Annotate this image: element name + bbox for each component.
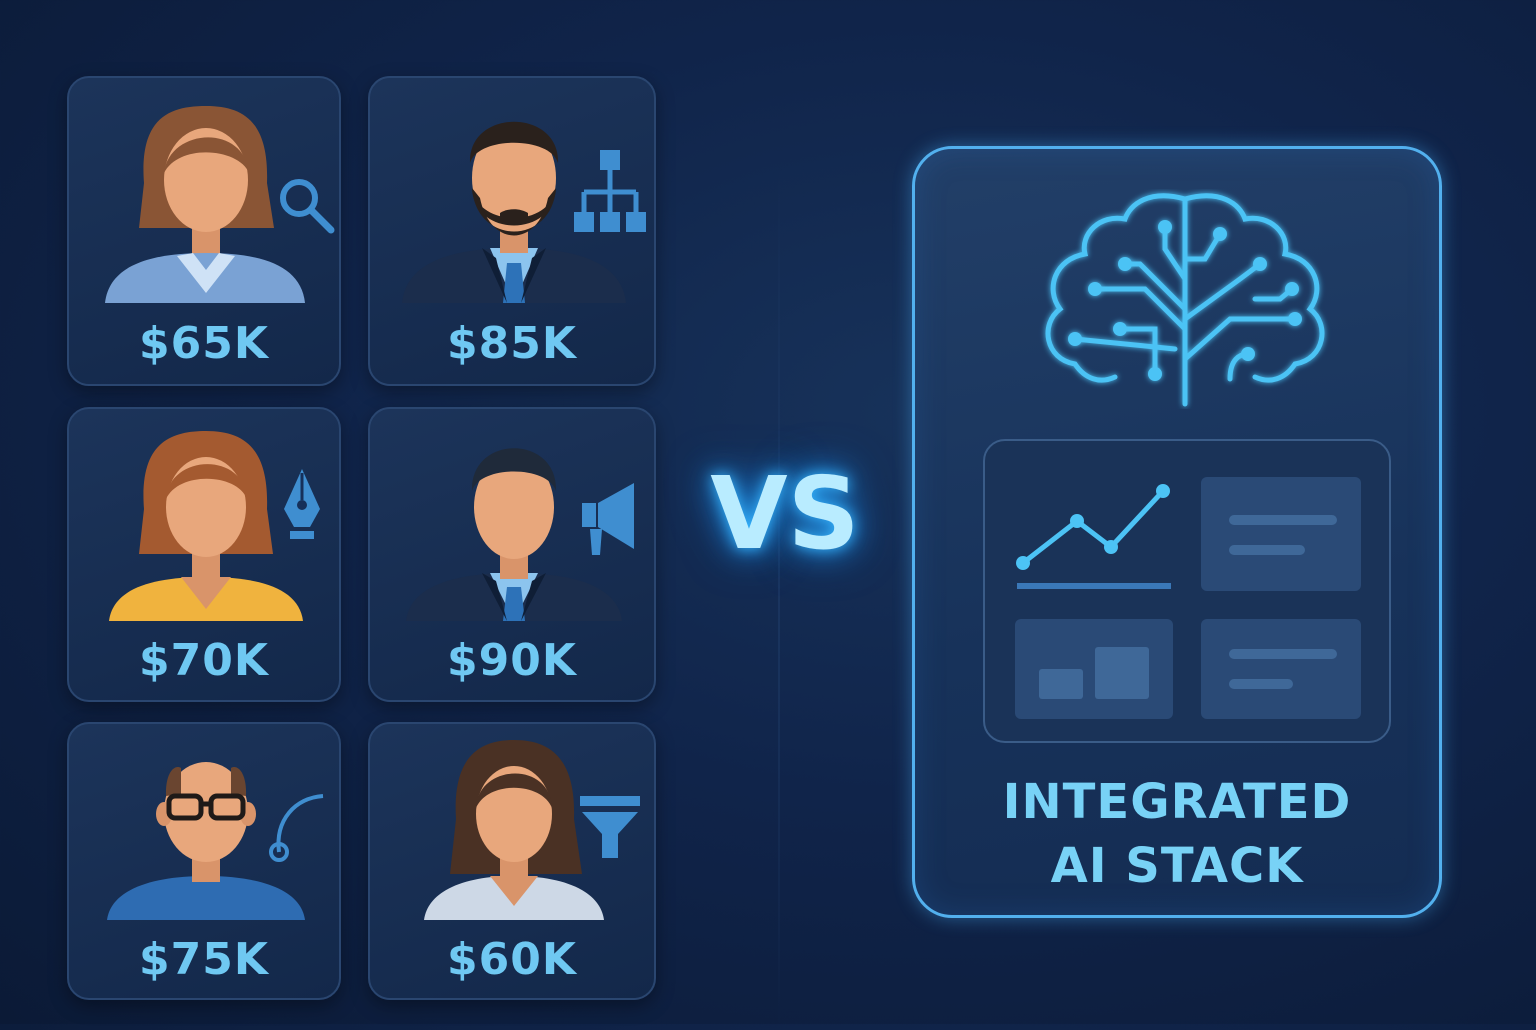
salary-label-1: $65K — [139, 318, 269, 369]
bezier-curve-icon — [269, 794, 324, 862]
salary-label-2: $85K — [447, 318, 577, 369]
pen-nib-icon — [284, 469, 320, 539]
avatar-man-beard — [402, 121, 626, 303]
search-icon — [280, 179, 335, 234]
org-chart-icon — [574, 150, 646, 232]
avatar-man-glasses — [107, 762, 305, 920]
avatar-woman-brown-hair — [105, 106, 305, 303]
avatar-woman-dark-hair — [424, 740, 604, 920]
brain-circuit-icon — [1045, 193, 1325, 407]
ai-stack-panel: INTEGRATED AI STACK — [912, 146, 1442, 918]
salary-label-3: $70K — [139, 635, 269, 686]
dashboard-panel — [983, 439, 1391, 743]
salary-label-6: $60K — [447, 934, 577, 985]
person-card-4: $90K — [368, 407, 656, 702]
megaphone-icon — [582, 483, 634, 555]
salary-label-4: $90K — [447, 635, 577, 686]
person-card-1: $65K — [67, 76, 341, 386]
person-card-2: $85K — [368, 76, 656, 386]
person-card-6: $60K — [368, 722, 656, 1000]
ai-stack-title-line2: AI STACK — [1050, 838, 1304, 894]
salary-label-5: $75K — [139, 934, 269, 985]
avatar-man-suit — [406, 448, 622, 621]
avatar-woman-auburn-hair — [109, 431, 303, 621]
person-card-3: $70K — [67, 407, 341, 702]
vs-label: VS — [710, 455, 860, 572]
bar-widget — [1015, 619, 1173, 719]
text-widget-2 — [1201, 619, 1361, 719]
ai-stack-title-line1: INTEGRATED — [1002, 774, 1352, 830]
center-divider — [778, 170, 780, 1030]
text-widget-1 — [1201, 477, 1361, 591]
line-chart-icon — [1016, 484, 1171, 589]
person-card-5: $75K — [67, 722, 341, 1000]
funnel-icon — [580, 796, 640, 858]
